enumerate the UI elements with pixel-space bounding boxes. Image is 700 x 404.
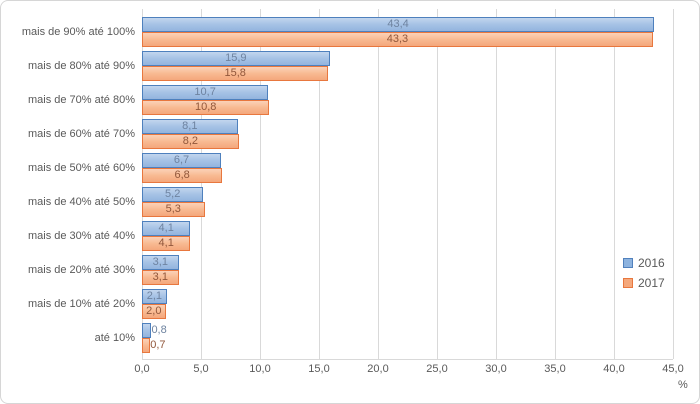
bar-2016: 15,9 bbox=[142, 51, 330, 66]
bar-value-label: 2,1 bbox=[146, 290, 163, 302]
category-label: mais de 30% até 40% bbox=[27, 230, 135, 242]
gridline bbox=[378, 9, 379, 359]
x-tick-label: 25,0 bbox=[426, 363, 448, 375]
x-tick-label: 10,0 bbox=[249, 363, 271, 375]
bar-2016: 5,2 bbox=[142, 187, 204, 202]
bar-2016: 2,1 bbox=[142, 289, 167, 304]
bar-value-label: 3,1 bbox=[152, 256, 168, 268]
bar-value-label: 8,2 bbox=[182, 135, 199, 147]
x-tick-label: 20,0 bbox=[367, 363, 389, 375]
bar-2017: 10,8 bbox=[142, 100, 270, 115]
x-tick-label: 40,0 bbox=[603, 363, 625, 375]
bar-2017: 2,0 bbox=[142, 304, 166, 319]
bar-value-label: 10,7 bbox=[194, 86, 216, 98]
bar-value-label: 43,4 bbox=[387, 18, 409, 30]
bar-2017: 3,1 bbox=[142, 270, 179, 285]
bar-value-label: 8,1 bbox=[182, 120, 198, 132]
gridline bbox=[496, 9, 497, 359]
gridline bbox=[437, 9, 438, 359]
axis-unit-label: % bbox=[678, 379, 688, 391]
bar-2016: 43,4 bbox=[142, 17, 655, 32]
bar-2016: 4,1 bbox=[142, 221, 191, 236]
gridline bbox=[142, 9, 143, 359]
category-label: mais de 60% até 70% bbox=[27, 128, 135, 140]
legend-swatch-2017-icon bbox=[623, 278, 633, 288]
legend-item-2017: 2017 bbox=[623, 273, 665, 293]
bar-2017: 4,1 bbox=[142, 236, 191, 251]
bar-value-label: 2,0 bbox=[146, 305, 162, 317]
bar-2017: 15,8 bbox=[142, 66, 329, 81]
category-label: até 10% bbox=[94, 332, 135, 344]
x-tick-label: 35,0 bbox=[544, 363, 566, 375]
category-label: mais de 80% até 90% bbox=[27, 60, 135, 72]
bar-value-label: 5,3 bbox=[165, 203, 181, 215]
bar-value-label: 0,8 bbox=[151, 324, 167, 336]
gridline bbox=[319, 9, 320, 359]
gridline bbox=[555, 9, 556, 359]
bar-2016: 10,7 bbox=[142, 85, 269, 100]
bar-2016: 3,1 bbox=[142, 255, 179, 270]
gridline bbox=[673, 9, 674, 359]
bar-value-label: 4,1 bbox=[158, 237, 174, 249]
bar-2016: 8,1 bbox=[142, 119, 238, 134]
category-label: mais de 70% até 80% bbox=[27, 94, 135, 106]
bar-2017: 8,2 bbox=[142, 134, 239, 149]
x-tick-label: 5,0 bbox=[193, 363, 209, 375]
x-tick-label: 45,0 bbox=[662, 363, 684, 375]
legend-label-2016: 2016 bbox=[638, 256, 665, 270]
bar-value-label: 5,2 bbox=[165, 188, 181, 200]
legend-item-2016: 2016 bbox=[623, 253, 665, 273]
bar-2017: 5,3 bbox=[142, 202, 205, 217]
category-label: mais de 90% até 100% bbox=[21, 26, 135, 38]
bar-value-label: 15,9 bbox=[225, 52, 247, 64]
category-label: mais de 20% até 30% bbox=[27, 264, 135, 276]
category-label: mais de 10% até 20% bbox=[27, 298, 135, 310]
bar-value-label: 4,1 bbox=[158, 222, 174, 234]
bar-value-label: 10,8 bbox=[195, 101, 217, 113]
legend-swatch-2016-icon bbox=[623, 258, 633, 268]
category-label: mais de 50% até 60% bbox=[27, 162, 135, 174]
bar-2017: 6,8 bbox=[142, 168, 223, 183]
category-label: mais de 40% até 50% bbox=[27, 196, 135, 208]
bar-value-label: 3,1 bbox=[152, 271, 168, 283]
gridline bbox=[201, 9, 202, 359]
x-tick-label: 15,0 bbox=[308, 363, 330, 375]
bar-2017: 43,3 bbox=[142, 32, 653, 47]
bar-2017: 0,7 bbox=[142, 338, 166, 353]
bar-value-label: 15,8 bbox=[224, 67, 246, 79]
bar-value-label: 6,8 bbox=[174, 169, 190, 181]
bar-2016: 6,7 bbox=[142, 153, 222, 168]
gridline bbox=[260, 9, 261, 359]
gridline bbox=[614, 9, 615, 359]
bar-value-label: 0,7 bbox=[150, 339, 166, 351]
x-tick-label: 0,0 bbox=[134, 363, 150, 375]
bar-value-label: 6,7 bbox=[173, 154, 190, 166]
legend: 2016 2017 bbox=[623, 253, 665, 293]
bar-value-label: 43,3 bbox=[386, 33, 409, 45]
x-tick-label: 30,0 bbox=[485, 363, 507, 375]
legend-label-2017: 2017 bbox=[638, 276, 665, 290]
plot-area: 43,4 43,3 15,9 15,8 10,7 10,8 8,1 8,2 6,7 6,8 5,2 5… bbox=[142, 9, 674, 360]
bar-2016: 0,8 bbox=[142, 323, 167, 338]
